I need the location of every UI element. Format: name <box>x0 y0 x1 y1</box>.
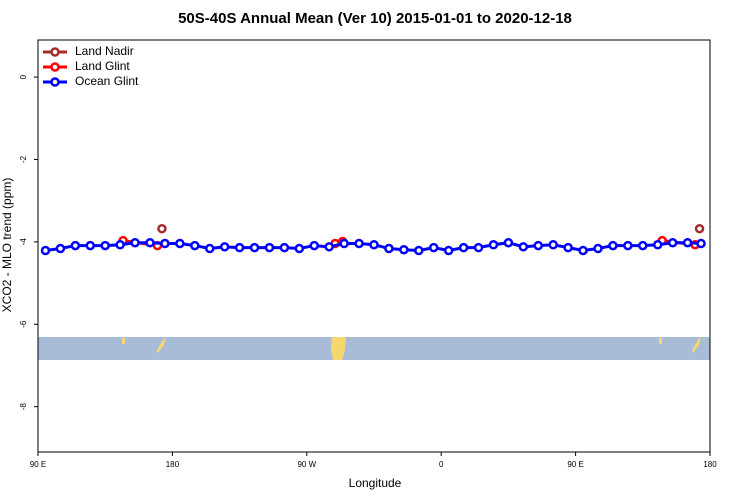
map-band <box>38 337 710 360</box>
y-axis-label: XCO2 - MLO trend (ppm) <box>0 178 14 313</box>
plot-frame <box>37 39 711 453</box>
x-tick-label: 90 W <box>297 460 316 469</box>
legend-marker <box>50 47 60 57</box>
point <box>638 240 648 251</box>
point <box>593 243 603 254</box>
point <box>694 223 705 234</box>
point <box>667 237 678 248</box>
point <box>175 238 185 249</box>
x-tick-label: 90 E <box>567 460 583 469</box>
point <box>458 242 469 253</box>
point <box>279 242 290 253</box>
x-tick-label: 180 <box>703 460 717 469</box>
point <box>100 240 110 251</box>
y-tick-label: 0 <box>19 74 28 79</box>
y-tick-label: -6 <box>19 320 28 328</box>
point <box>85 240 96 251</box>
point <box>608 240 618 251</box>
point <box>682 237 693 248</box>
legend-label: Land Nadir <box>75 44 134 58</box>
ocean-band <box>38 337 710 360</box>
point <box>384 243 394 254</box>
point <box>503 237 514 248</box>
point <box>294 243 305 254</box>
point <box>204 243 215 254</box>
point <box>563 242 573 253</box>
point <box>578 245 588 256</box>
point <box>40 245 51 256</box>
point <box>157 223 167 234</box>
legend-label: Land Glint <box>75 59 130 73</box>
point <box>145 237 155 248</box>
y-tick-label: -2 <box>19 155 28 163</box>
legend-label: Ocean Glint <box>75 74 139 88</box>
point <box>264 242 275 253</box>
point <box>369 240 379 250</box>
legend-marker <box>50 62 60 72</box>
point <box>339 238 349 249</box>
point <box>324 242 334 252</box>
x-tick-label: 90 E <box>30 460 46 469</box>
land-patch <box>157 337 166 353</box>
y-tick-label: -4 <box>19 238 28 246</box>
point <box>354 238 364 249</box>
point <box>399 244 409 255</box>
x-axis-label: Longitude <box>349 476 402 490</box>
point <box>696 238 706 249</box>
point <box>70 240 81 251</box>
point <box>234 242 245 253</box>
point <box>160 238 170 249</box>
x-tick-label: 180 <box>166 460 180 469</box>
land-patch <box>692 337 701 353</box>
point <box>414 245 424 256</box>
point <box>652 240 663 250</box>
point <box>548 240 558 250</box>
point <box>518 242 529 252</box>
point <box>115 240 125 250</box>
chart-title: 50S-40S Annual Mean (Ver 10) 2015-01-01 … <box>178 10 572 27</box>
point <box>623 240 633 251</box>
point <box>443 245 454 256</box>
land-patch <box>122 338 125 344</box>
point <box>219 242 230 252</box>
point <box>190 240 200 251</box>
legend-marker <box>50 77 60 87</box>
point <box>428 242 439 253</box>
point <box>473 242 484 253</box>
point <box>55 243 66 254</box>
point <box>249 242 260 253</box>
x-tick-label: 0 <box>439 460 444 469</box>
land-patch <box>659 338 662 344</box>
land-patch <box>331 337 346 360</box>
point <box>533 240 544 251</box>
y-tick-label: -8 <box>19 403 28 411</box>
point <box>309 240 320 251</box>
point <box>488 240 499 250</box>
point <box>130 237 140 248</box>
